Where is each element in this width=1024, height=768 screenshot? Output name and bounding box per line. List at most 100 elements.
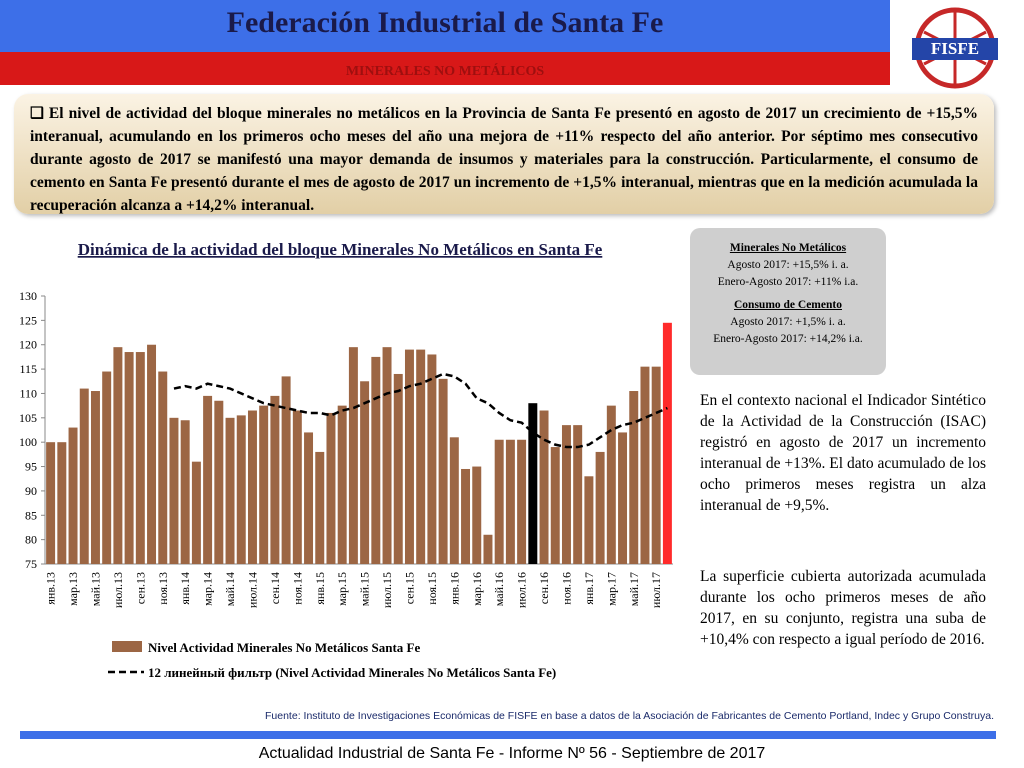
x-tick-label: ноя.15 [425,572,439,605]
legend-label: Nivel Actividad Minerales No Metálicos S… [148,640,420,655]
x-tick-label: сен.14 [268,572,282,604]
x-tick-label: июл.13 [111,572,125,608]
bar [517,439,527,564]
bar [472,466,482,564]
bar [214,400,224,564]
bar [304,432,314,564]
chart: Dinámica de la actividad del bloque Mine… [19,240,673,680]
x-tick-label: июл.14 [245,572,259,608]
x-tick-label: мар.14 [201,572,215,606]
bar [158,371,168,564]
y-tick-label: 90 [25,484,37,498]
bar [90,391,100,564]
bar [68,427,78,564]
bar [371,356,381,564]
bar [247,410,257,564]
bar [147,344,157,564]
y-tick-label: 100 [19,435,37,449]
chart-title: Dinámica de la actividad del bloque Mine… [78,240,603,259]
y-tick-label: 120 [19,338,37,352]
moving-average-line [173,372,668,449]
x-tick-label: мар.16 [470,572,484,606]
y-tick-label: 125 [19,313,37,327]
x-tick-label: сен.16 [537,572,551,604]
bar [203,395,213,564]
subtitle: MINERALES NO METÁLICOS [345,64,545,79]
bar [606,405,616,564]
bar [427,354,437,564]
logo-band [912,38,998,60]
y-tick-label: 85 [25,508,37,522]
y-tick-label: 115 [19,362,37,376]
summary-head: Consumo de Cemento [734,299,842,311]
bar [449,437,459,564]
bar [416,349,426,564]
bar [102,371,112,564]
x-tick-label: май.15 [358,572,372,606]
side-text: La superficie cubierta autorizada acumul… [700,568,986,648]
bar [528,403,538,564]
title: Federación Industrial de Santa Fe [226,6,664,39]
bar [629,391,639,564]
x-tick-label: июл.17 [649,572,663,608]
x-tick-label: янв.15 [313,572,327,605]
bar [461,468,471,564]
x-tick-label: июл.15 [380,572,394,608]
title-bar [0,0,890,52]
x-tick-label: янв.14 [178,572,192,605]
source: Fuente: Instituto de Investigaciones Eco… [265,710,994,722]
bar [281,376,291,564]
x-tick-label: май.13 [88,572,102,606]
bar [573,425,583,564]
bar [315,451,325,564]
bar [270,395,280,564]
bar [662,322,672,564]
bar [337,405,347,564]
bar [259,405,269,564]
bar [57,442,67,564]
bar [124,352,134,564]
y-tick-label: 110 [19,386,37,400]
summary-head: Minerales No Metálicos [729,242,847,254]
bar [292,410,302,564]
x-tick-label: мар.17 [604,572,618,606]
intro-text: El nivel de actividad del bloque mineral… [30,105,978,214]
y-tick-label: 80 [25,533,37,547]
side-text: En el contexto nacional el Indicador Sin… [700,392,986,514]
bar [79,388,89,564]
bar [46,442,56,564]
bar [640,366,650,564]
y-tick-label: 105 [19,411,37,425]
bar [483,534,493,564]
x-tick-label: ноя.16 [559,572,573,605]
bar [561,425,571,564]
x-tick-label: май.14 [223,572,237,606]
bar [393,373,403,564]
summary-box: Minerales No Metálicos Agosto 2017: +15,… [690,228,886,375]
summary-line: Enero-Agosto 2017: +11% i.a. [717,276,859,288]
bar [404,349,414,564]
bar [651,366,661,564]
x-tick-label: май.16 [492,572,506,606]
bar [191,461,201,564]
bar [539,410,549,564]
bar [595,451,605,564]
x-tick-label: июл.16 [515,572,529,608]
bar [326,412,336,564]
bar [438,378,448,564]
bar [236,415,246,564]
legend-label: 12 линейный фильтр (Nivel Actividad Mine… [148,665,556,680]
bar [169,417,179,564]
bar [360,381,370,564]
x-tick-label: янв.17 [582,572,596,605]
summary-line: Agosto 2017: +1,5% i. a. [730,316,846,328]
x-tick-label: сен.13 [133,572,147,604]
summary-line: Agosto 2017: +15,5% i. a. [727,259,849,271]
bar [225,417,235,564]
bar [494,439,504,564]
y-tick-label: 95 [25,460,37,474]
x-tick-label: ноя.14 [290,572,304,605]
x-tick-label: мар.15 [335,572,349,606]
x-tick-label: янв.13 [44,572,58,605]
